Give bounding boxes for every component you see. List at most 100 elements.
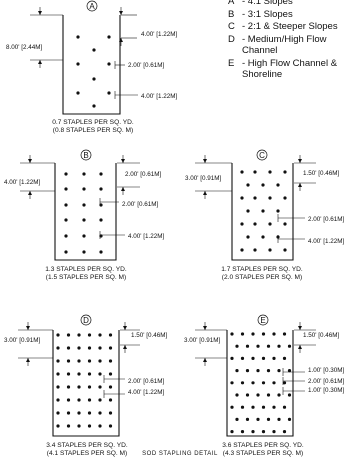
staple (261, 381, 266, 385)
staple (283, 170, 287, 174)
staple (272, 405, 276, 409)
arrowhead (203, 358, 207, 362)
staple (240, 381, 245, 385)
staple (82, 187, 86, 191)
staple (245, 344, 250, 348)
staple (272, 381, 276, 385)
staple (64, 203, 68, 207)
staple (77, 398, 81, 402)
staple (256, 393, 260, 397)
staple (76, 91, 80, 95)
staple (82, 234, 86, 238)
staple (245, 393, 250, 397)
staple (99, 218, 103, 222)
legend-item-d: D - Medium/High Flow Channel (228, 34, 360, 57)
arrowhead (28, 191, 32, 195)
height-dimension-label: 8.00' [2.44M] (6, 44, 42, 51)
staple (272, 332, 276, 336)
staple (251, 332, 255, 336)
staple (230, 430, 234, 434)
staple (56, 333, 60, 337)
staples-per-sq-m: (2.0 STAPLES PER SQ. M) (222, 274, 303, 281)
staple (261, 405, 266, 409)
staple (282, 381, 287, 385)
spacing-dimension-label: 1.00' [0.30M] (308, 367, 344, 374)
staple (230, 381, 234, 385)
arrowhead (119, 11, 123, 15)
staple (240, 222, 244, 226)
staple (251, 381, 255, 385)
staple (235, 393, 239, 397)
staple (246, 209, 250, 213)
staple (230, 332, 234, 336)
staple (64, 172, 68, 176)
legend-description: - Medium/High Flow Channel (242, 33, 327, 57)
staple (98, 385, 102, 389)
staple (261, 356, 266, 360)
staple (87, 424, 92, 428)
staples-per-sq-yd: 3.6 STAPLES PER SQ. YD. (222, 442, 304, 449)
staple (282, 405, 287, 409)
arrowhead (203, 326, 207, 330)
staples-per-sq-yd: 0.7 STAPLES PER SQ. YD. (52, 119, 134, 126)
pattern-c: C 3.00' [0.91M] 1.50' [0.46M] 2.00' [0.61M]… (185, 149, 344, 281)
staples-per-sq-m: (0.8 STAPLES PER SQ. M) (53, 127, 134, 134)
staple (276, 209, 280, 213)
legend-item-c: C - 2:1 & Steeper Slopes (228, 21, 360, 33)
legend-letter: C (228, 21, 235, 32)
staple (283, 222, 287, 226)
arrowhead (298, 345, 302, 349)
staple (261, 209, 265, 213)
staple (76, 35, 80, 39)
spacing-dimension-label: 1.50' [0.46M] (303, 170, 339, 177)
staples-per-sq-yd: 1.7 STAPLES PER SQ. YD. (221, 266, 303, 273)
spacing-dimension-label: 2.00' [0.61M] (308, 378, 344, 385)
arrowhead (298, 159, 302, 163)
staple (276, 183, 280, 187)
arrowhead (123, 326, 127, 330)
spacing-dimension-label: 2.00' [0.61M] (308, 216, 344, 223)
arrowhead (298, 183, 302, 187)
staple (266, 344, 271, 348)
legend-description: - 4:1 Slopes (242, 0, 293, 7)
staple (268, 196, 272, 200)
legend: A - 4:1 Slopes B - 3:1 Slopes C - 2:1 & Steep… (228, 0, 360, 82)
spacing-dimension-label: 1.00' [0.30M] (308, 387, 344, 394)
staple (66, 346, 71, 350)
staple (246, 235, 250, 239)
detail-title: SOD STAPLING DETAIL (142, 451, 218, 457)
staple (77, 372, 81, 376)
staple (107, 91, 111, 95)
staple (66, 424, 71, 428)
spacing-dimension-label: 1.50' [0.46M] (131, 332, 167, 339)
arrowhead (119, 38, 123, 42)
arrowhead (203, 191, 207, 195)
staple (108, 398, 113, 402)
staple (77, 333, 81, 337)
staple (98, 359, 102, 363)
spacing-dimension-label: 2.00' [0.61M] (125, 171, 161, 178)
arrowhead (121, 159, 125, 163)
staples-per-sq-yd: 3.4 STAPLES PER SQ. YD. (46, 442, 128, 449)
arrowhead (203, 159, 207, 163)
pattern-letter: E (260, 316, 265, 325)
height-dimension-label: 4.00' [1.22M] (4, 179, 40, 186)
staple (98, 411, 102, 415)
pattern-letter: B (83, 151, 88, 160)
staple (266, 369, 271, 373)
staple (287, 417, 292, 421)
staple (99, 187, 103, 191)
legend-letter: D (228, 33, 235, 45)
staple (107, 35, 111, 39)
strip-outline (52, 330, 120, 437)
legend-item-b: B - 3:1 Slopes (228, 9, 360, 21)
staple (282, 356, 287, 360)
legend-description: - 3:1 Slopes (242, 8, 293, 20)
pattern-badge (256, 149, 268, 161)
strip-outline (54, 163, 117, 261)
staple (64, 187, 68, 191)
staple (98, 372, 102, 376)
arrowhead (298, 326, 302, 330)
staple (92, 77, 96, 81)
strip-outline (62, 15, 121, 115)
